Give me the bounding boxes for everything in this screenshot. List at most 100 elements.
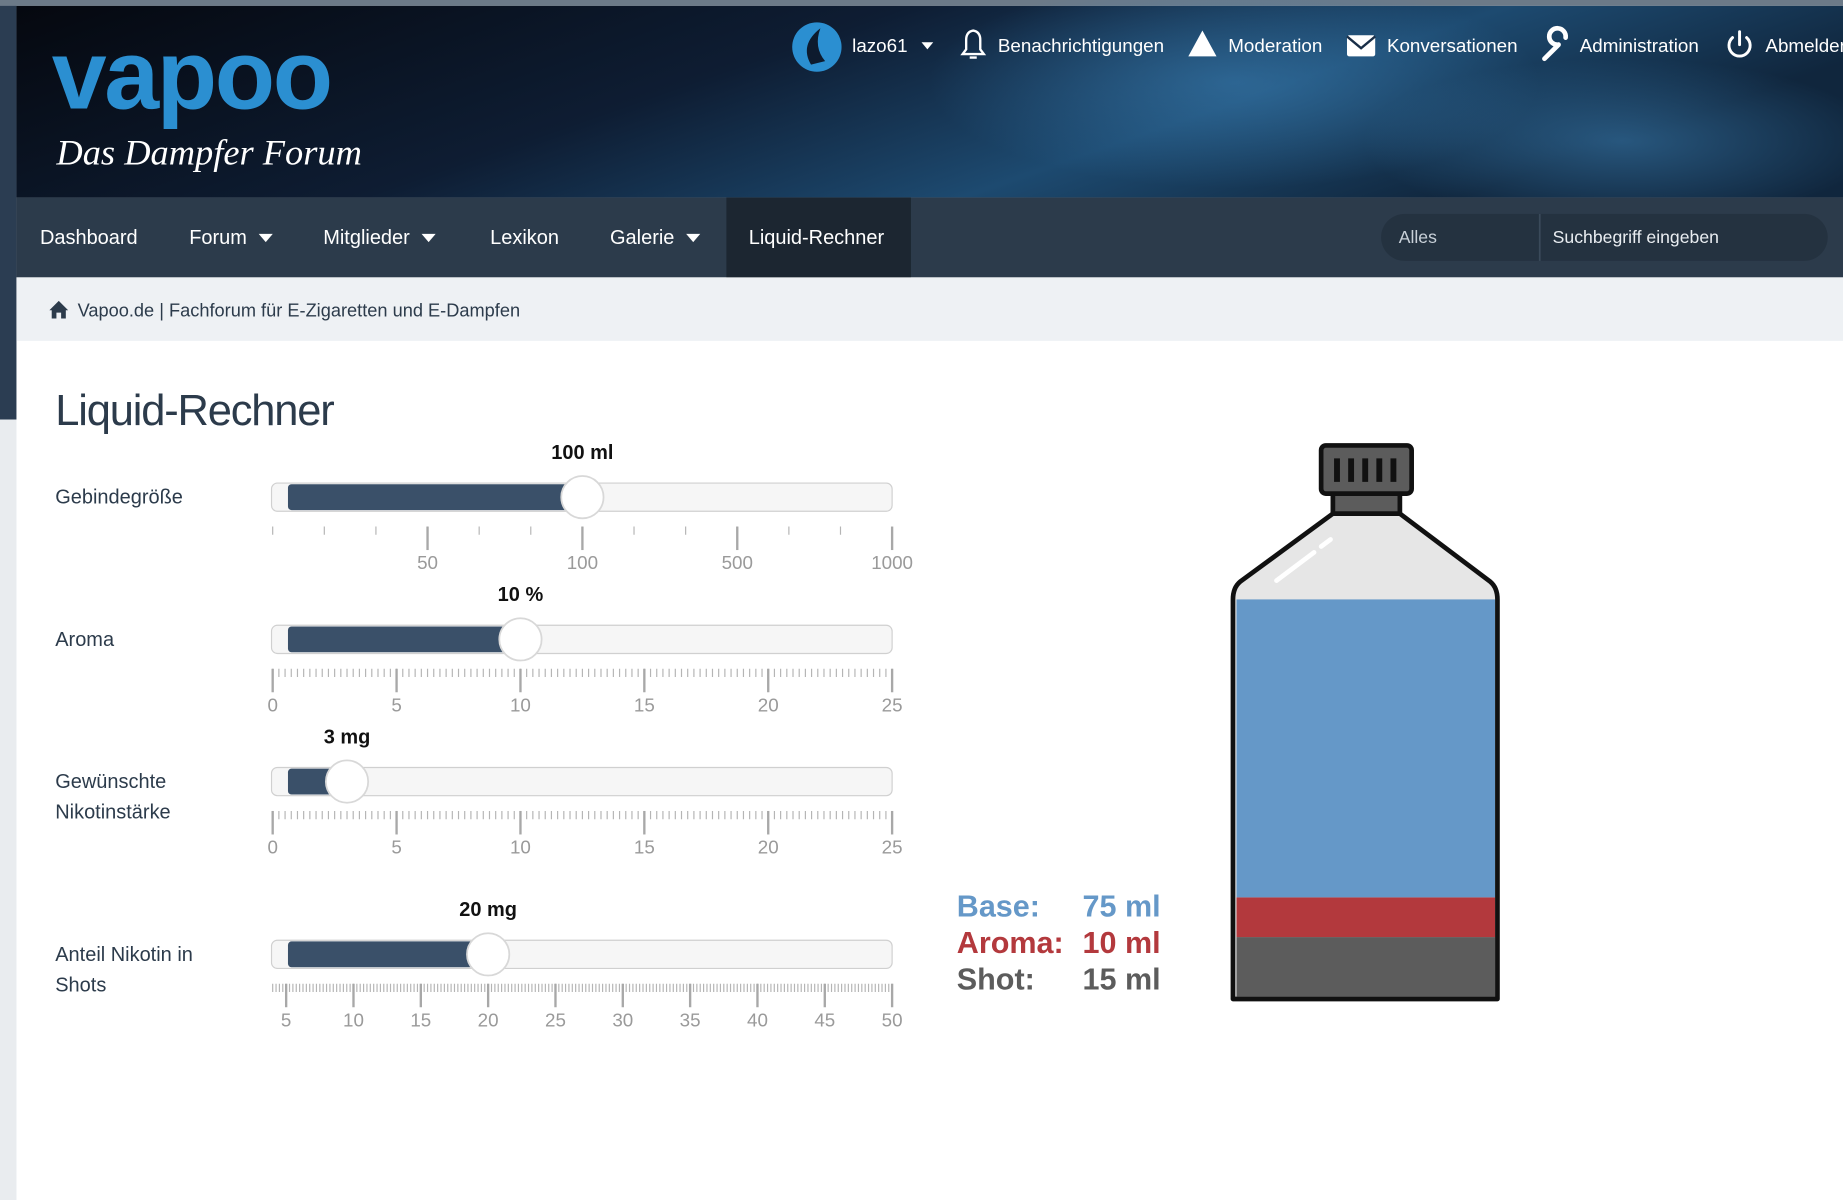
liquid-layer	[1236, 599, 1496, 898]
slider-handle[interactable]	[560, 475, 605, 520]
liquid-layer	[1236, 897, 1496, 938]
search-scope[interactable]: Alles	[1399, 227, 1437, 247]
nav-item[interactable]: Liquid-Rechner	[749, 227, 885, 249]
breadcrumb-link[interactable]: Vapoo.de | Fachforum für E-Zigaretten un…	[78, 300, 521, 320]
slider-handle[interactable]	[498, 617, 543, 662]
slider-value: 3 mg	[324, 726, 371, 748]
slider-handle[interactable]	[466, 932, 511, 977]
results: Base: 75 ml Aroma: 10 ml Shot: 15 ml	[957, 890, 1161, 997]
tick-label: 20	[758, 694, 779, 715]
result-value: 10 ml	[1083, 926, 1161, 960]
tick-label: 10	[343, 1009, 364, 1030]
tick-label: 1000	[871, 552, 913, 573]
result-name: Base:	[957, 890, 1040, 924]
cap-ridge	[1334, 458, 1340, 482]
bottle	[1230, 443, 1500, 1002]
tick-label: 20	[758, 837, 779, 858]
slider-value: 100 ml	[551, 442, 613, 464]
header-link[interactable]: Moderation	[1228, 35, 1322, 56]
tick-label: 10	[510, 694, 531, 715]
logo[interactable]: vapoo	[52, 19, 333, 129]
slider-fill	[287, 626, 521, 653]
tick-label: 0	[267, 837, 277, 858]
minor-ticks	[272, 668, 893, 677]
page-title: Liquid-Rechner	[55, 387, 334, 435]
tick-label: 5	[281, 1009, 291, 1030]
nav-item[interactable]: Lexikon	[490, 227, 559, 249]
tick-label: 40	[747, 1009, 768, 1030]
slider-label: Nikotinstärke	[55, 802, 170, 824]
home-icon[interactable]	[49, 300, 69, 319]
cap-ridge	[1376, 458, 1383, 482]
result-value: 75 ml	[1083, 890, 1161, 924]
power-icon	[1727, 30, 1752, 58]
slider-fill	[287, 484, 583, 511]
tick-label: 50	[882, 1009, 903, 1030]
avatar-flame	[806, 28, 826, 65]
slider-label: Aroma	[55, 629, 115, 651]
search-placeholder[interactable]: Suchbegriff eingeben	[1553, 227, 1719, 247]
header-link[interactable]: Administration	[1580, 35, 1699, 56]
header-link[interactable]: Benachrichtigungen	[998, 35, 1164, 56]
bottle-highlight	[1274, 537, 1333, 583]
tick-label: 5	[391, 837, 401, 858]
tick-label: 100	[567, 552, 598, 573]
nav-item[interactable]: Mitglieder	[323, 227, 410, 249]
tick-label: 25	[545, 1009, 566, 1030]
slider-label: Anteil Nikotin in	[55, 944, 193, 966]
slider-label: Gebindegröße	[55, 487, 183, 509]
slider-label: Gewünschte	[55, 771, 166, 793]
tick-label: 45	[814, 1009, 835, 1030]
user-name[interactable]: lazo61	[852, 35, 907, 56]
tick-label: 500	[722, 552, 753, 573]
tick-label: 15	[410, 1009, 431, 1030]
logo-tagline: Das Dampfer Forum	[55, 133, 362, 173]
slider-value: 10 %	[498, 584, 544, 606]
cap-ridge	[1348, 458, 1355, 482]
mail-flap	[1346, 35, 1376, 50]
cap-ridge	[1362, 458, 1369, 482]
bell-icon	[960, 29, 987, 59]
slider-label: Shots	[55, 974, 106, 996]
nav-item[interactable]: Dashboard	[40, 227, 138, 249]
slider-handle[interactable]	[324, 759, 370, 804]
mail-icon	[1346, 35, 1376, 57]
tick-label: 0	[267, 694, 277, 715]
tick-label: 50	[417, 552, 438, 573]
slider-value: 20 mg	[459, 899, 517, 921]
wrench-icon	[1542, 25, 1568, 62]
side-strip	[0, 0, 17, 420]
tick-label: 15	[634, 837, 655, 858]
bottle-outline	[1230, 511, 1500, 1002]
cap-ridge	[1390, 458, 1397, 482]
top-strip	[0, 0, 1843, 6]
dropdown-arrow	[258, 233, 273, 243]
slider-track	[270, 766, 893, 797]
dropdown-arrow	[921, 42, 934, 50]
nav-active	[726, 197, 911, 278]
side-strip	[0, 419, 17, 1200]
tick-label: 10	[510, 837, 531, 858]
result-name: Shot:	[957, 962, 1035, 996]
result-name: Aroma:	[957, 926, 1064, 960]
dropdown-arrow	[686, 233, 701, 243]
smoke	[1363, 58, 1843, 224]
slider-fill	[287, 941, 489, 968]
warning-icon	[1188, 30, 1217, 57]
tick-label: 20	[478, 1009, 499, 1030]
search-box[interactable]	[1381, 213, 1828, 261]
header-link[interactable]: Abmelden	[1765, 35, 1843, 56]
header-link[interactable]: Konversationen	[1387, 35, 1518, 56]
nav-item[interactable]: Forum	[189, 227, 247, 249]
tick-label: 25	[882, 837, 903, 858]
tick-label: 15	[634, 694, 655, 715]
tick-label: 5	[391, 694, 401, 715]
tick-label: 35	[680, 1009, 701, 1030]
nav-items: Dashboard Forum Mitglieder Lexikon Galerie Li…	[40, 197, 911, 278]
dropdown-arrow	[421, 233, 436, 243]
nav-item[interactable]: Galerie	[610, 227, 674, 249]
result-value: 15 ml	[1083, 962, 1161, 996]
